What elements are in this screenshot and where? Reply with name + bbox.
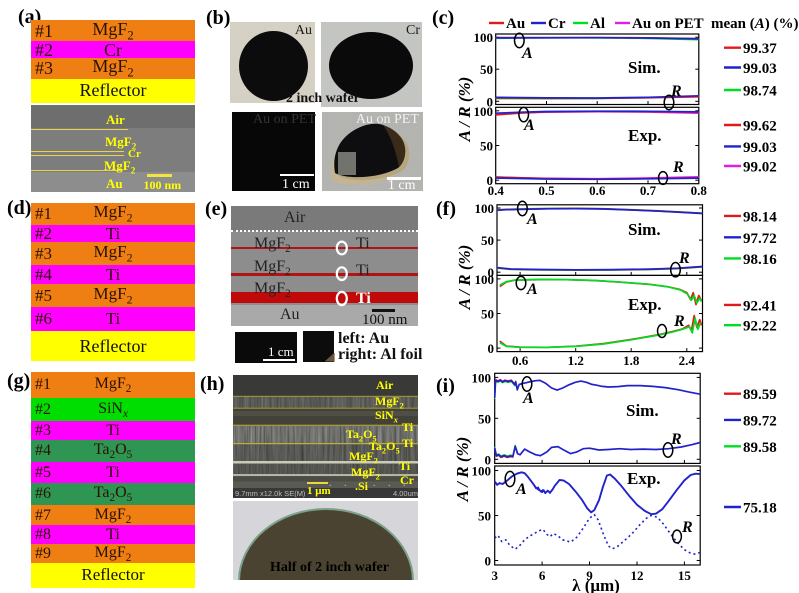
svg-text:99.03: 99.03 xyxy=(743,140,777,156)
svg-text:99.02: 99.02 xyxy=(743,160,777,176)
svg-text:0: 0 xyxy=(488,341,495,356)
svg-text:Au: Au xyxy=(506,16,525,32)
svg-text:R: R xyxy=(681,519,693,536)
svg-text:Sim.: Sim. xyxy=(626,401,659,420)
svg-text:A: A xyxy=(526,281,538,298)
svg-text:92.22: 92.22 xyxy=(743,319,777,335)
svg-text:R: R xyxy=(672,159,684,176)
svg-text:99.03: 99.03 xyxy=(743,61,777,77)
svg-text:0: 0 xyxy=(485,452,492,467)
svg-text:A: A xyxy=(526,211,538,228)
svg-text:98.16: 98.16 xyxy=(743,252,777,268)
svg-text:100: 100 xyxy=(472,370,492,385)
svg-text:0: 0 xyxy=(487,94,494,109)
svg-text:100: 100 xyxy=(472,464,492,479)
svg-text:0: 0 xyxy=(485,554,492,569)
svg-text:0: 0 xyxy=(488,265,495,280)
svg-text:50: 50 xyxy=(478,509,491,524)
svg-text:100: 100 xyxy=(475,272,495,287)
svg-text:97.72: 97.72 xyxy=(743,231,777,247)
svg-text:100: 100 xyxy=(474,30,494,45)
svg-text:A: A xyxy=(522,390,534,407)
svg-text:89.58: 89.58 xyxy=(743,440,777,456)
svg-text:12: 12 xyxy=(631,568,644,583)
svg-text:R: R xyxy=(670,83,682,100)
svg-text:R: R xyxy=(670,431,682,448)
svg-text:100: 100 xyxy=(474,104,494,119)
svg-text:Exp.: Exp. xyxy=(627,469,661,488)
svg-text:50: 50 xyxy=(478,411,491,426)
svg-text:99.62: 99.62 xyxy=(743,119,777,135)
svg-text:0.4: 0.4 xyxy=(488,183,505,198)
svg-text:89.72: 89.72 xyxy=(743,413,777,429)
svg-text:mean (A) (%): mean (A) (%) xyxy=(711,16,799,32)
svg-text:R: R xyxy=(673,313,685,330)
svg-text:15: 15 xyxy=(678,568,692,583)
svg-text:Au on PET: Au on PET xyxy=(632,16,704,32)
svg-text:λ (μm): λ (μm) xyxy=(572,576,620,593)
svg-text:A: A xyxy=(523,117,535,134)
svg-text:50: 50 xyxy=(481,307,494,322)
svg-text:98.14: 98.14 xyxy=(743,209,777,225)
svg-text:Exp.: Exp. xyxy=(628,295,662,314)
svg-text:0.8: 0.8 xyxy=(691,183,708,198)
svg-text:50: 50 xyxy=(480,62,493,77)
svg-text:2.4: 2.4 xyxy=(679,353,696,368)
svg-text:75.18: 75.18 xyxy=(743,501,777,517)
svg-text:Sim.: Sim. xyxy=(628,58,661,77)
svg-text:0.5: 0.5 xyxy=(538,183,555,198)
svg-text:100: 100 xyxy=(475,201,495,216)
svg-text:A: A xyxy=(515,481,527,498)
svg-text:92.41: 92.41 xyxy=(743,298,777,314)
svg-text:A / R (%): A / R (%) xyxy=(455,245,474,311)
svg-text:A / R (%): A / R (%) xyxy=(455,77,474,143)
svg-text:89.59: 89.59 xyxy=(743,387,777,403)
svg-text:0.6: 0.6 xyxy=(512,353,529,368)
svg-text:0: 0 xyxy=(487,173,494,188)
svg-text:98.74: 98.74 xyxy=(743,84,777,100)
svg-text:99.37: 99.37 xyxy=(743,41,777,57)
svg-text:9: 9 xyxy=(586,568,593,583)
svg-text:0.6: 0.6 xyxy=(589,183,606,198)
svg-text:6: 6 xyxy=(539,568,546,583)
svg-text:50: 50 xyxy=(481,233,494,248)
svg-text:R: R xyxy=(678,250,690,267)
svg-text:50: 50 xyxy=(480,139,493,154)
svg-text:Al: Al xyxy=(590,16,605,32)
svg-text:Exp.: Exp. xyxy=(628,126,662,145)
svg-text:0.7: 0.7 xyxy=(640,183,657,198)
svg-text:1.2: 1.2 xyxy=(568,353,584,368)
svg-text:Sim.: Sim. xyxy=(628,220,661,239)
svg-text:A / R (%): A / R (%) xyxy=(453,437,472,503)
svg-text:3: 3 xyxy=(491,568,498,583)
svg-text:Cr: Cr xyxy=(548,16,566,32)
svg-text:1.8: 1.8 xyxy=(623,353,640,368)
svg-text:A: A xyxy=(521,45,533,62)
